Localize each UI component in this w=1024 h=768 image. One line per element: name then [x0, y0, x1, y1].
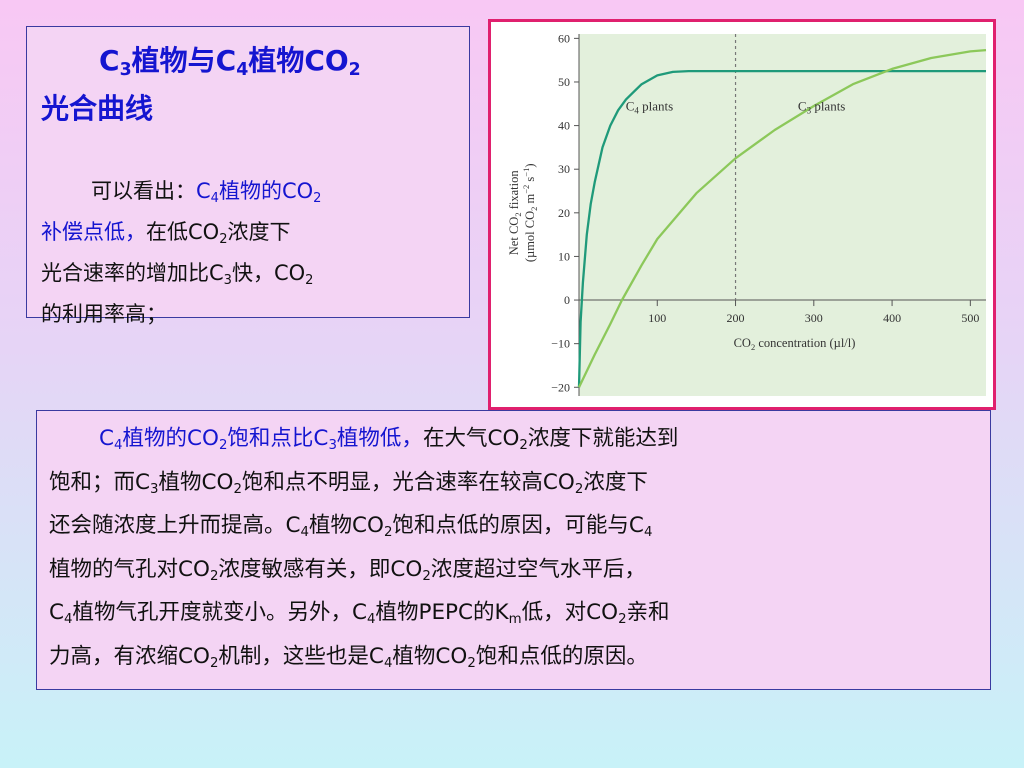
detail-text: 2 — [383, 524, 393, 540]
intro-text: 可以看出： — [91, 179, 196, 203]
detail-text: 植物的气孔对CO — [49, 556, 210, 582]
intro-line: 的利用率高； — [41, 294, 466, 335]
intro-title: C3植物与C4植物CO2 光合曲线 — [41, 37, 461, 133]
detail-text: 植物CO — [309, 513, 384, 538]
detail-text: 植物气孔开度就变小。另外，C — [72, 600, 368, 625]
detail-text: 机制，这些也是C — [218, 643, 384, 669]
intro-text: 2 — [219, 231, 228, 247]
c3-series-label: C3 plants — [798, 98, 845, 115]
detail-text: 植物CO — [392, 643, 468, 669]
detail-text: C — [99, 426, 115, 451]
detail-line: C4植物气孔开度就变小。另外，C4植物PEPC的Km低，对CO2亲和 — [49, 591, 984, 635]
detail-text: 植物的CO — [122, 426, 219, 451]
detail-text: 3 — [150, 481, 159, 497]
detail-text: 在大气CO — [422, 426, 520, 451]
y-tick-label: 10 — [558, 249, 570, 263]
detail-text: 浓度超过空气水平后， — [430, 556, 646, 582]
detail-text: 2 — [618, 611, 627, 627]
intro-text: 浓度下 — [227, 220, 291, 244]
detail-text: 2 — [218, 437, 228, 453]
detail-text: 2 — [422, 568, 431, 584]
c3-curve — [577, 48, 987, 388]
detail-text: 浓度下就能达到 — [527, 426, 679, 451]
detail-text: 亲和 — [626, 600, 670, 625]
detail-line: 植物的气孔对CO2浓度敏感有关，即CO2浓度超过空气水平后， — [49, 548, 984, 592]
detail-text: 饱和点不明显，光合速率在较高CO — [241, 469, 575, 495]
detail-text: 4 — [643, 524, 653, 540]
intro-paragraph: 可以看出：C4植物的CO2 补偿点低，在低CO2浓度下 光合速率的增加比C3快，CO… — [41, 171, 466, 335]
intro-text: 4 — [210, 190, 219, 206]
detail-line: 力高，有浓缩CO2机制，这些也是C4植物CO2饱和点低的原因。 — [49, 635, 984, 679]
intro-text: 的利用率高； — [41, 302, 167, 326]
detail-text: 2 — [467, 655, 476, 671]
detail-text: 2 — [209, 655, 219, 671]
y-tick-label: 40 — [558, 119, 570, 133]
plot-area — [579, 34, 986, 396]
chart-frame: −20 −10 0 10 20 30 40 50 60 100 200 300 400 500 C4 pla… — [488, 19, 996, 410]
y-axis-label: Net CO2 fixation — [507, 170, 523, 256]
intro-textbox: C3植物与C4植物CO2 光合曲线 可以看出：C4植物的CO2 补偿点低，在低CO… — [26, 26, 470, 326]
c4-series-label: C4 plants — [626, 98, 673, 115]
detail-text: 4 — [383, 655, 393, 671]
intro-text: 2 — [305, 272, 314, 288]
y-tick-label: 60 — [558, 31, 570, 45]
c4-curve — [577, 69, 986, 388]
y-tick-label: −20 — [551, 380, 570, 394]
detail-text: 力高，有浓缩CO — [49, 643, 210, 669]
detail-text: 4 — [300, 524, 309, 540]
y-tick-label: 0 — [564, 293, 570, 307]
detail-text: 低，对CO — [521, 600, 619, 625]
title-line1: C3植物与C4植物CO2 — [99, 44, 361, 81]
detail-text: 饱和点低的原因，可能与C — [392, 513, 644, 538]
detail-text: 4 — [114, 437, 123, 453]
detail-textbox: C4植物的CO2饱和点比C3植物低，在大气CO2浓度下就能达到 饱和；而C3植物C… — [36, 410, 991, 690]
detail-text: 2 — [209, 568, 219, 584]
x-tick-label: 300 — [805, 311, 823, 325]
x-tick-label: 200 — [727, 311, 745, 325]
detail-text: m — [508, 611, 522, 627]
detail-line: 还会随浓度上升而提高。C4植物CO2饱和点低的原因，可能与C4 — [49, 504, 984, 548]
detail-text: 2 — [233, 481, 242, 497]
y-tick-label: 20 — [558, 206, 570, 220]
detail-text: 浓度下 — [583, 469, 648, 495]
detail-text: 浓度敏感有关，即CO — [218, 556, 423, 582]
title-line2: 光合曲线 — [41, 92, 154, 125]
detail-text: 3 — [328, 437, 337, 453]
detail-text: 还会随浓度上升而提高。C — [49, 513, 301, 538]
detail-line: C4植物的CO2饱和点比C3植物低，在大气CO2浓度下就能达到 — [49, 417, 984, 461]
intro-line: 光合速率的增加比C3快，CO2 — [41, 253, 466, 294]
detail-text: 饱和点比C — [227, 426, 329, 451]
x-tick-label: 100 — [648, 311, 666, 325]
intro-text: 光合速率的增加比C — [41, 261, 224, 285]
detail-text: 饱和点低的原因。 — [475, 643, 648, 669]
intro-text: 快，CO — [231, 261, 306, 285]
detail-text: 饱和；而C — [49, 469, 151, 495]
detail-paragraph: C4植物的CO2饱和点比C3植物低，在大气CO2浓度下就能达到 饱和；而C3植物C… — [49, 417, 984, 678]
detail-text: 植物CO — [158, 469, 234, 495]
x-tick-label: 400 — [883, 311, 901, 325]
y-tick-label: −10 — [551, 337, 570, 351]
y-tick-label: 30 — [558, 162, 570, 176]
detail-text: C — [49, 600, 65, 625]
intro-text: 植物的CO — [218, 179, 314, 203]
y-tick-label: 50 — [558, 75, 570, 89]
intro-text: 补偿点低， — [41, 220, 146, 244]
intro-text: 在低CO — [146, 220, 220, 244]
detail-text: 2 — [574, 481, 584, 497]
detail-text: 4 — [367, 611, 376, 627]
intro-text: C — [196, 179, 211, 203]
co2-fixation-chart: −20 −10 0 10 20 30 40 50 60 100 200 300 400 500 C4 pla… — [507, 31, 987, 396]
detail-text: 2 — [519, 437, 528, 453]
x-tick-label: 500 — [961, 311, 979, 325]
x-axis-label: CO2 concentration (µl/l) — [734, 336, 856, 352]
detail-text: 植物低， — [336, 426, 423, 451]
detail-text: 植物PEPC的K — [375, 600, 509, 625]
y-axis-unit-label: (µmol CO2 m−2 s−1) — [521, 163, 539, 262]
intro-text: 3 — [223, 272, 232, 288]
detail-line: 饱和；而C3植物CO2饱和点不明显，光合速率在较高CO2浓度下 — [49, 461, 984, 505]
intro-text: 2 — [313, 190, 322, 206]
detail-text: 4 — [64, 611, 73, 627]
intro-line: 补偿点低，在低CO2浓度下 — [41, 212, 466, 253]
intro-line: 可以看出：C4植物的CO2 — [41, 171, 466, 212]
